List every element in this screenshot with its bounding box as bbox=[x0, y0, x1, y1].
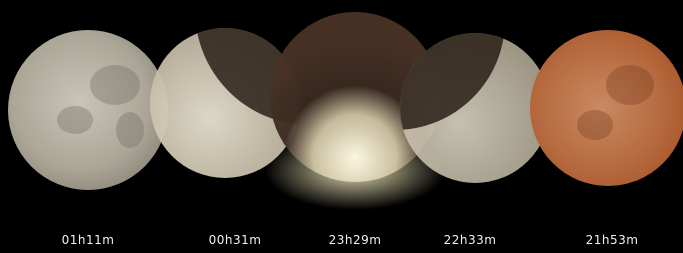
time-label: 23h29m bbox=[329, 233, 382, 247]
moon bbox=[8, 30, 168, 190]
time-label: 00h31m bbox=[209, 233, 262, 247]
time-label: 01h11m bbox=[62, 233, 115, 247]
moon bbox=[530, 30, 683, 186]
time-label: 22h33m bbox=[444, 233, 497, 247]
time-label: 21h53m bbox=[586, 233, 639, 247]
eclipse-composite: 01h11m 00h31m 23h29m 22h33m 21h53m bbox=[0, 0, 683, 253]
